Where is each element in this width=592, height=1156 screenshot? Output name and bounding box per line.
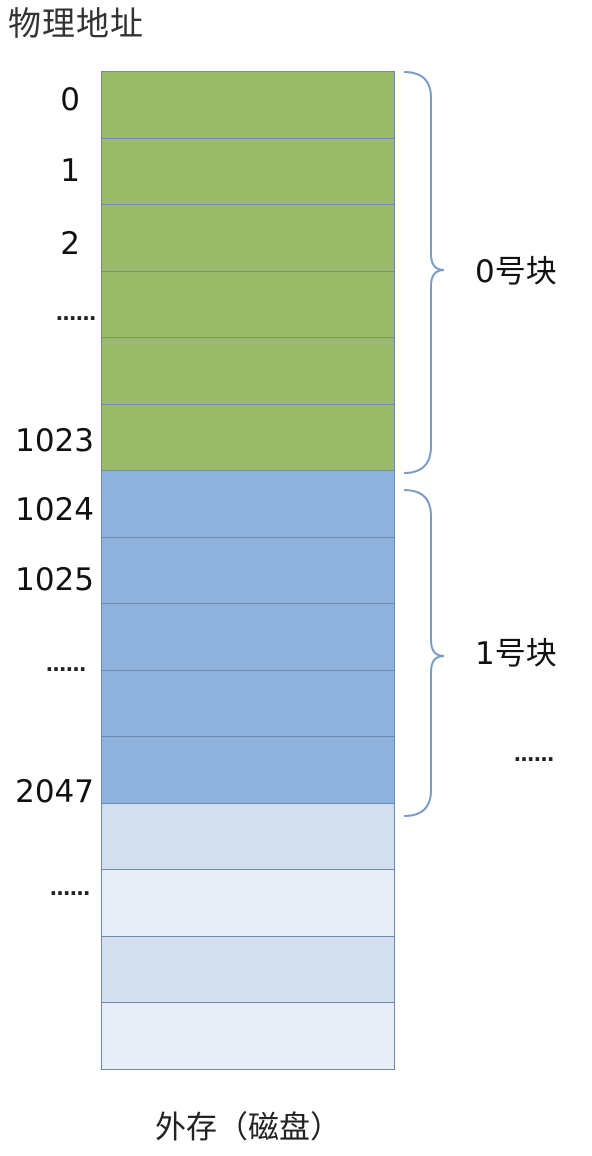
address-label: 1025 bbox=[15, 562, 94, 598]
address-label: 1023 bbox=[15, 423, 94, 459]
disk-cell-other bbox=[101, 802, 395, 871]
disk-caption: 外存（磁盘） bbox=[155, 1110, 341, 1146]
block-0-label: 0号块 bbox=[475, 254, 557, 290]
disk-cell-block-1 bbox=[101, 603, 395, 671]
block-ellipsis: …… bbox=[514, 742, 554, 766]
disk-cell-block-1 bbox=[101, 736, 395, 804]
disk-cell-other bbox=[101, 869, 395, 937]
address-label: 0 bbox=[60, 82, 80, 118]
disk-cell-column bbox=[101, 71, 395, 1070]
block-1-brace bbox=[403, 489, 445, 817]
address-label: 1024 bbox=[15, 492, 94, 528]
disk-cell-block-0 bbox=[101, 270, 395, 339]
physical-address-heading: 物理地址 bbox=[8, 4, 144, 43]
disk-cell-block-0 bbox=[101, 71, 395, 139]
block-0-brace bbox=[403, 71, 445, 474]
address-label: 1 bbox=[60, 153, 80, 189]
disk-cell-block-1 bbox=[101, 470, 395, 538]
disk-cell-block-1 bbox=[101, 536, 395, 605]
address-label: 2047 bbox=[15, 774, 94, 810]
address-label: 2 bbox=[60, 226, 80, 262]
disk-cell-block-0 bbox=[101, 403, 395, 472]
disk-cell-other bbox=[101, 1002, 395, 1070]
block-1-label: 1号块 bbox=[475, 636, 557, 672]
disk-cell-block-0 bbox=[101, 204, 395, 272]
